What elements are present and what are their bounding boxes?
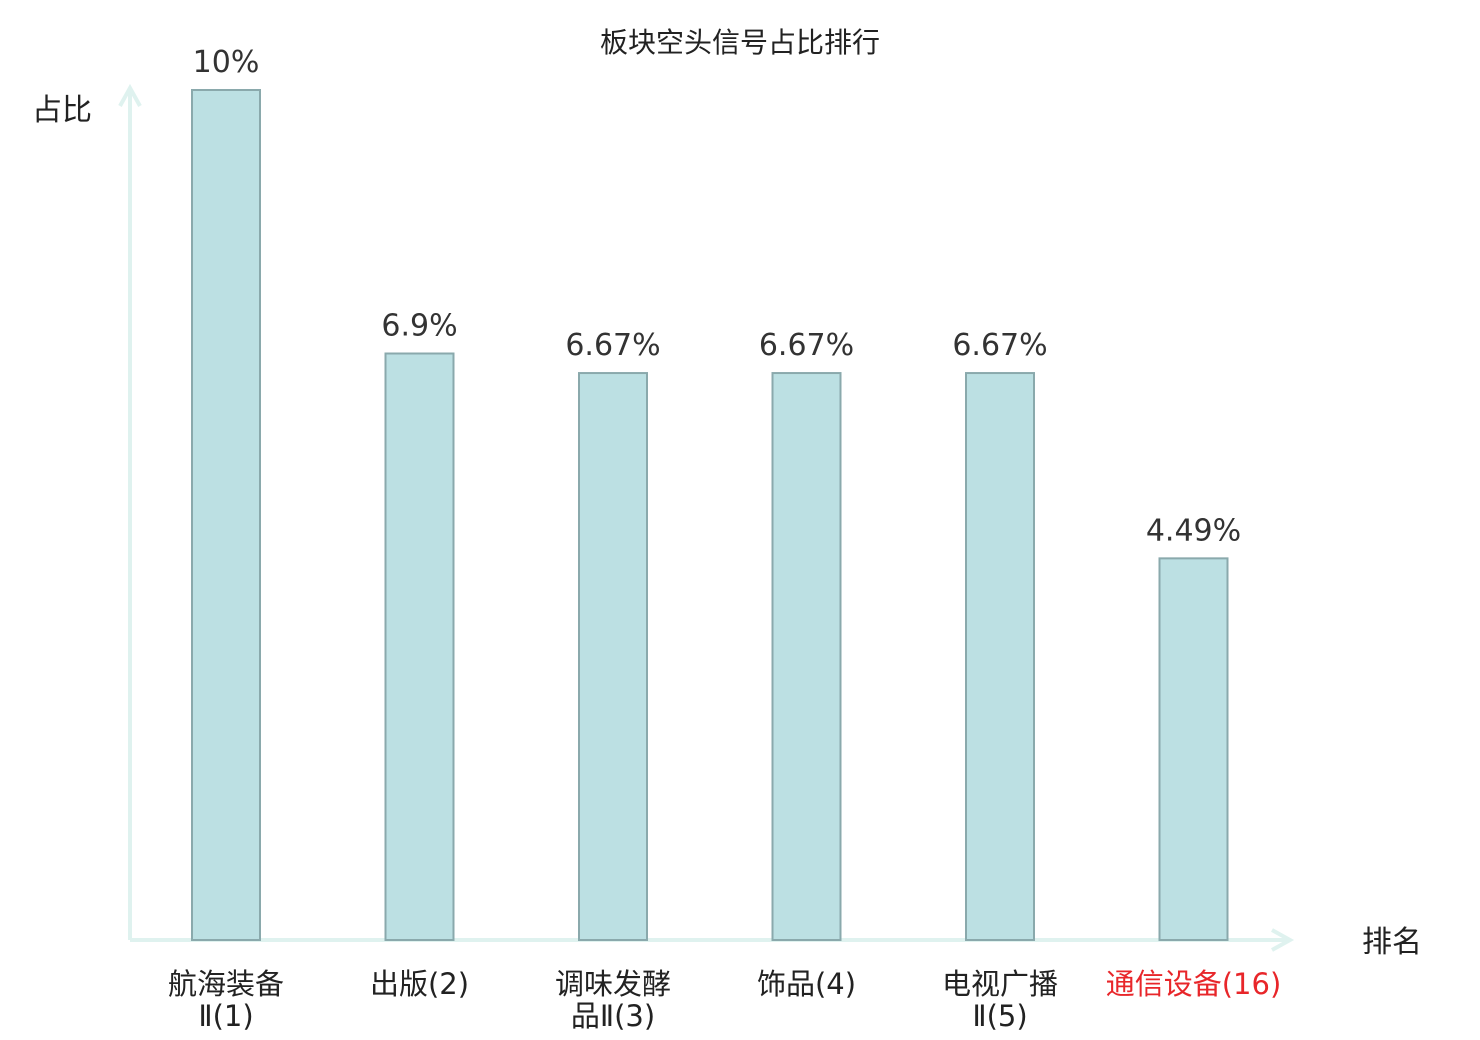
x-axis-arrow [1271, 928, 1295, 952]
category-label: 航海装备 Ⅱ(1) [168, 967, 284, 1033]
category-label-line: 航海装备 [168, 967, 284, 1001]
category-label-line: 品Ⅱ(3) [571, 999, 655, 1033]
bar [771, 372, 842, 941]
category-label-line: 调味发酵 [555, 967, 671, 1001]
y-axis-label: 占比 [32, 93, 92, 128]
x-axis-label: 排名 [1362, 925, 1422, 960]
category-label: 调味发酵品Ⅱ(3) [555, 967, 671, 1033]
value-labels: 10% 6.9% 6.67% 6.67% 6.67% 4.49% [193, 45, 1242, 548]
category-label-line: 饰品(4) [757, 967, 856, 1001]
bar [578, 372, 648, 941]
category-label-line: 出版(2) [370, 967, 469, 1001]
value-label: 6.67% [952, 328, 1047, 363]
category-label-line: Ⅱ(5) [972, 999, 1027, 1033]
bar [965, 372, 1035, 941]
bar [191, 89, 261, 941]
category-label-line: 通信设备(16) [1106, 967, 1282, 1001]
chart-title: 板块空头信号占比排行 [600, 26, 880, 59]
value-label: 4.49% [1146, 513, 1241, 548]
bar [1158, 557, 1229, 941]
value-label: 6.67% [759, 328, 854, 363]
bar [384, 352, 455, 941]
category-label-line: 电视广播 [942, 967, 1058, 1001]
category-labels: 航海装备 Ⅱ(1) 出版(2) 调味发酵品Ⅱ(3) 饰品(4) 电视广播 Ⅱ(5) 通信设备(… [168, 967, 1281, 1033]
axes [118, 83, 1295, 952]
category-label: 出版(2) [370, 967, 469, 1001]
bars [191, 89, 1229, 941]
value-label: 6.67% [565, 328, 660, 363]
value-label: 6.9% [381, 309, 457, 344]
category-label: 饰品(4) [757, 967, 856, 1001]
value-label: 10% [193, 45, 260, 80]
category-label-line: Ⅱ(1) [198, 999, 253, 1033]
category-label: 通信设备(16) [1106, 967, 1282, 1001]
category-label: 电视广播 Ⅱ(5) [942, 967, 1058, 1033]
y-axis-arrow [118, 83, 142, 107]
